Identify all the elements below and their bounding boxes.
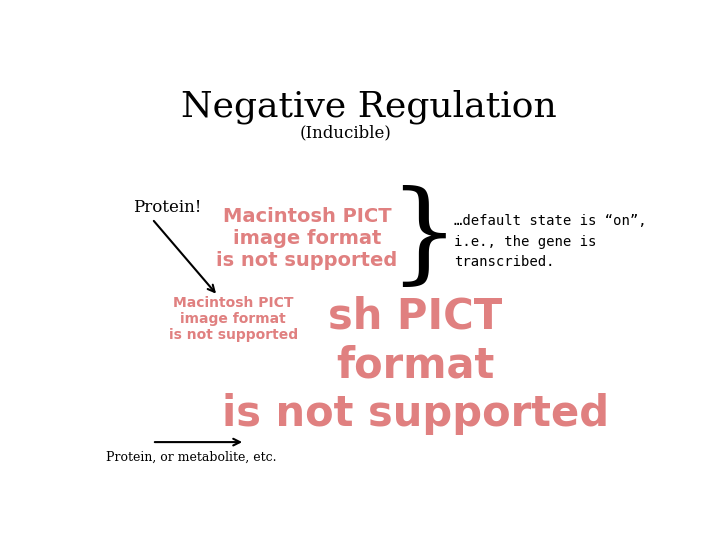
Text: }: } (388, 185, 459, 292)
Text: (Inducible): (Inducible) (300, 124, 392, 141)
Text: Macintosh PICT
image format
is not supported: Macintosh PICT image format is not suppo… (217, 206, 397, 269)
Text: Macintosh PICT
image format
is not supported: Macintosh PICT image format is not suppo… (168, 296, 298, 342)
Text: Protein!: Protein! (132, 199, 201, 216)
Text: …default state is “on”,
i.e., the gene is
transcribed.: …default state is “on”, i.e., the gene i… (454, 214, 647, 269)
Text: Negative Regulation: Negative Regulation (181, 90, 557, 124)
Text: Protein, or metabolite, etc.: Protein, or metabolite, etc. (106, 451, 276, 464)
Text: sh PICT
format
is not supported: sh PICT format is not supported (222, 295, 609, 435)
